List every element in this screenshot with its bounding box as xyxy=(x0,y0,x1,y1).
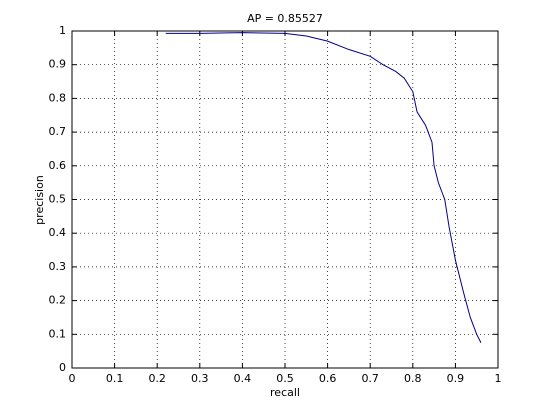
y-tick-label: 0 xyxy=(59,361,66,374)
x-tick-label: 0.5 xyxy=(276,372,294,385)
y-tick-label: 0.6 xyxy=(49,159,67,172)
x-tick-label: 0.2 xyxy=(148,372,166,385)
x-axis-label: recall xyxy=(270,386,300,399)
y-tick-label: 0.2 xyxy=(49,294,67,307)
x-tick-label: 0.1 xyxy=(106,372,124,385)
y-tick-label: 0.5 xyxy=(49,193,67,206)
x-tick-label: 0.3 xyxy=(191,372,209,385)
x-tick-label: 0.4 xyxy=(234,372,252,385)
x-tick-label: 0 xyxy=(69,372,76,385)
y-tick-label: 0.3 xyxy=(49,260,67,273)
y-tick-label: 0.1 xyxy=(49,327,67,340)
y-tick-label: 0.8 xyxy=(49,91,67,104)
x-tick-label: 0.8 xyxy=(404,372,422,385)
curve xyxy=(165,32,482,343)
x-tick-label: 0.7 xyxy=(361,372,379,385)
y-tick-label: 1 xyxy=(59,24,66,37)
x-tick-label: 1 xyxy=(495,372,502,385)
y-tick-label: 0.9 xyxy=(49,58,67,71)
x-tick-label: 0.9 xyxy=(447,372,465,385)
y-tick-label: 0.7 xyxy=(49,125,67,138)
y-axis-label: precision xyxy=(33,175,46,225)
y-tick-label: 0.4 xyxy=(49,226,67,239)
chart-title: AP = 0.85527 xyxy=(247,12,323,25)
x-tick-label: 0.6 xyxy=(319,372,337,385)
